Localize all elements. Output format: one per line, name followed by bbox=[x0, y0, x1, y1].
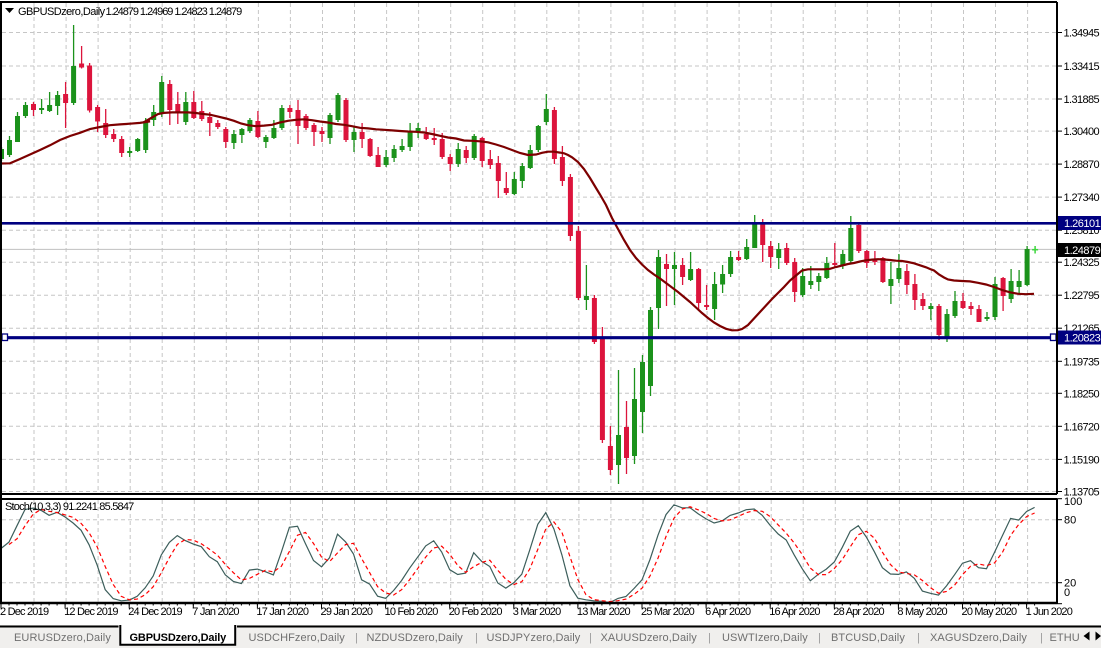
svg-text:XAGUSDzero,Daily: XAGUSDzero,Daily bbox=[930, 632, 1027, 644]
svg-text:1.24879 1.24969 1.24823 1.2487: 1.24879 1.24969 1.24823 1.24879 bbox=[106, 6, 243, 18]
svg-text:24 Dec 2019: 24 Dec 2019 bbox=[128, 606, 182, 618]
svg-text:7 Jan 2020: 7 Jan 2020 bbox=[192, 606, 239, 618]
svg-text:BTCUSD,Daily: BTCUSD,Daily bbox=[831, 632, 905, 644]
svg-text:USWTIzero,Daily: USWTIzero,Daily bbox=[722, 632, 808, 644]
svg-text:20: 20 bbox=[1064, 578, 1076, 590]
svg-text:10 Feb 2020: 10 Feb 2020 bbox=[385, 606, 439, 618]
svg-text:1.24325: 1.24325 bbox=[1064, 257, 1100, 269]
svg-text:0: 0 bbox=[1064, 587, 1070, 599]
svg-text:EURUSDzero,Daily: EURUSDzero,Daily bbox=[14, 632, 111, 644]
svg-text:GBPUSDzero,Daily: GBPUSDzero,Daily bbox=[130, 632, 228, 644]
svg-text:|: | bbox=[917, 632, 920, 644]
svg-text:20 Feb 2020: 20 Feb 2020 bbox=[449, 606, 503, 618]
svg-text:25 Mar 2020: 25 Mar 2020 bbox=[641, 606, 695, 618]
svg-text:XAUUSDzero,Daily: XAUUSDzero,Daily bbox=[601, 632, 698, 644]
svg-text:|: | bbox=[818, 632, 821, 644]
svg-text:NZDUSDzero,Daily: NZDUSDzero,Daily bbox=[367, 632, 464, 644]
svg-text:20 May 2020: 20 May 2020 bbox=[962, 606, 1017, 618]
svg-text:1.33415: 1.33415 bbox=[1064, 61, 1100, 73]
svg-text:1.28870: 1.28870 bbox=[1064, 159, 1100, 171]
svg-text:16 Apr 2020: 16 Apr 2020 bbox=[769, 606, 820, 618]
svg-text:12 Dec 2019: 12 Dec 2019 bbox=[64, 606, 118, 618]
svg-text:1.24879: 1.24879 bbox=[1064, 245, 1101, 257]
svg-text:|: | bbox=[589, 632, 592, 644]
svg-text:GBPUSDzero,Daily: GBPUSDzero,Daily bbox=[18, 6, 106, 18]
svg-text:1.19735: 1.19735 bbox=[1064, 356, 1100, 368]
svg-text:1.15190: 1.15190 bbox=[1064, 454, 1100, 466]
svg-text:1.18250: 1.18250 bbox=[1064, 388, 1100, 400]
svg-text:1.27340: 1.27340 bbox=[1064, 192, 1100, 204]
svg-text:USDJPYzero,Daily: USDJPYzero,Daily bbox=[487, 632, 581, 644]
svg-text:6 Apr 2020: 6 Apr 2020 bbox=[705, 606, 751, 618]
svg-text:13 Mar 2020: 13 Mar 2020 bbox=[577, 606, 631, 618]
svg-text:1.31885: 1.31885 bbox=[1064, 94, 1100, 106]
svg-text:8 May 2020: 8 May 2020 bbox=[897, 606, 947, 618]
svg-text:2 Dec 2019: 2 Dec 2019 bbox=[0, 606, 49, 618]
svg-text:USDCHFzero,Daily: USDCHFzero,Daily bbox=[249, 632, 346, 644]
svg-text:1.20823: 1.20823 bbox=[1064, 333, 1101, 345]
svg-text:1.13705: 1.13705 bbox=[1064, 487, 1100, 499]
svg-text:100: 100 bbox=[1064, 496, 1082, 508]
svg-text:1.22795: 1.22795 bbox=[1064, 290, 1100, 302]
svg-text:3 Mar 2020: 3 Mar 2020 bbox=[513, 606, 561, 618]
svg-text:|: | bbox=[708, 632, 711, 644]
svg-text:17 Jan 2020: 17 Jan 2020 bbox=[256, 606, 308, 618]
svg-text:|: | bbox=[475, 632, 478, 644]
svg-text:28 Apr 2020: 28 Apr 2020 bbox=[833, 606, 884, 618]
svg-text:1.26101: 1.26101 bbox=[1064, 218, 1101, 230]
svg-text:|: | bbox=[355, 632, 358, 644]
svg-text:1.30400: 1.30400 bbox=[1064, 126, 1100, 138]
svg-text:1 Jun 2020: 1 Jun 2020 bbox=[1026, 606, 1073, 618]
svg-text:80: 80 bbox=[1064, 515, 1076, 527]
svg-text:|: | bbox=[1040, 632, 1043, 644]
svg-text:1.16720: 1.16720 bbox=[1064, 421, 1100, 433]
svg-text:1.34945: 1.34945 bbox=[1064, 28, 1100, 40]
svg-text:29 Jan 2020: 29 Jan 2020 bbox=[321, 606, 373, 618]
svg-text:ETHU: ETHU bbox=[1050, 632, 1080, 644]
svg-text:Stoch(10,3,3) 91.2241 85.5847: Stoch(10,3,3) 91.2241 85.5847 bbox=[5, 501, 134, 513]
